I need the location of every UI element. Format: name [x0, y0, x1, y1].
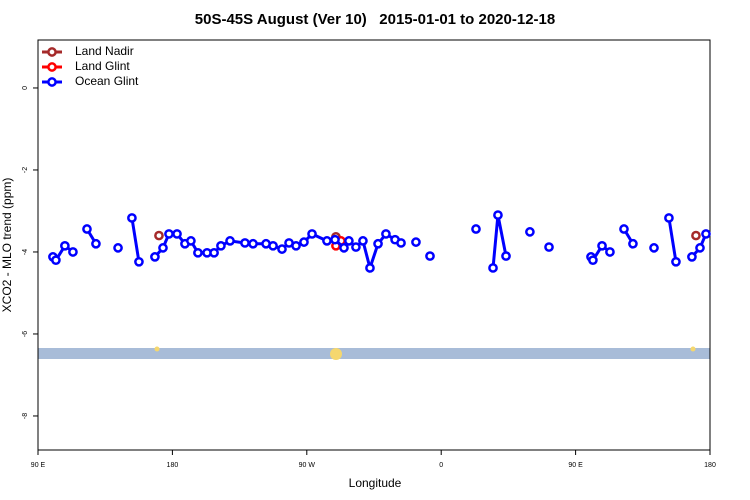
data-point	[248, 238, 258, 249]
x-tick-label: 180	[704, 462, 716, 469]
data-point	[373, 238, 383, 249]
data-point	[193, 247, 203, 258]
marker-blob	[330, 348, 342, 360]
data-point	[299, 237, 309, 247]
data-point	[695, 243, 705, 253]
legend-marker	[47, 77, 57, 87]
data-point	[664, 213, 674, 223]
data-point	[216, 240, 226, 251]
y-tick-label: 0	[22, 86, 29, 90]
data-point	[671, 256, 681, 267]
data-point	[544, 242, 554, 252]
data-point	[488, 263, 498, 273]
data-point	[588, 255, 598, 266]
data-point	[225, 236, 235, 246]
data-point	[493, 210, 503, 220]
data-point	[605, 247, 615, 257]
data-point	[209, 247, 219, 258]
data-point	[471, 224, 481, 234]
data-point	[150, 252, 160, 262]
x-tick-label: 90 E	[568, 462, 583, 469]
data-point	[344, 236, 354, 246]
data-point	[291, 240, 301, 251]
data-point	[381, 229, 391, 239]
y-axis-label: XCO2 - MLO trend (ppm)	[0, 178, 14, 313]
y-tick-label: -6	[22, 331, 29, 337]
data-point	[365, 263, 375, 273]
legend-marker	[47, 62, 57, 72]
data-point	[358, 236, 368, 246]
data-point	[351, 242, 361, 252]
data-point	[501, 251, 511, 261]
data-point	[154, 230, 164, 241]
legend-marker	[47, 47, 57, 57]
data-point	[411, 237, 421, 247]
data-point	[268, 240, 278, 251]
legend-label: Land Nadir	[75, 44, 134, 58]
legend-label: Ocean Glint	[75, 74, 139, 88]
marker-blob	[690, 346, 696, 352]
plot-frame	[37, 39, 711, 451]
data-point	[60, 240, 70, 251]
data-point	[186, 236, 196, 246]
data-point	[649, 243, 659, 253]
data-point	[396, 238, 406, 248]
marker-blob	[154, 346, 160, 352]
data-point	[628, 238, 638, 249]
data-point	[339, 243, 349, 253]
data-point	[127, 213, 137, 223]
x-tick-label: 180	[167, 462, 179, 469]
band	[38, 346, 710, 360]
y-tick-label: -8	[22, 413, 29, 419]
data-point	[277, 244, 287, 254]
legend-label: Land Glint	[75, 59, 130, 73]
y-tick-label: -4	[22, 249, 29, 255]
data-point	[134, 256, 144, 267]
data-point	[91, 238, 101, 249]
data-point	[619, 224, 629, 234]
data-point	[113, 243, 123, 253]
data-point	[158, 243, 168, 253]
data-point	[307, 229, 317, 239]
x-tick-label: 0	[439, 462, 443, 469]
y-tick-label: -2	[22, 167, 29, 173]
x-tick-label: 90 W	[299, 462, 316, 469]
data-point	[68, 247, 78, 257]
data-point	[691, 230, 701, 241]
data-point	[51, 255, 61, 266]
data-point	[82, 224, 92, 234]
x-tick-label: 90 E	[31, 462, 46, 469]
data-point	[597, 240, 607, 251]
data-point	[525, 227, 535, 237]
data-point	[425, 251, 435, 261]
data-point	[172, 229, 182, 239]
data-point	[701, 229, 711, 239]
data-point	[687, 252, 697, 262]
x-axis-label: Longitude	[349, 476, 402, 490]
data-point	[164, 229, 174, 239]
data-point	[330, 234, 340, 245]
data-point	[322, 236, 332, 246]
data-point	[240, 238, 250, 248]
shaded-band	[38, 348, 710, 359]
chart-title: 50S-45S August (Ver 10) 2015-01-01 to 20…	[195, 11, 555, 28]
